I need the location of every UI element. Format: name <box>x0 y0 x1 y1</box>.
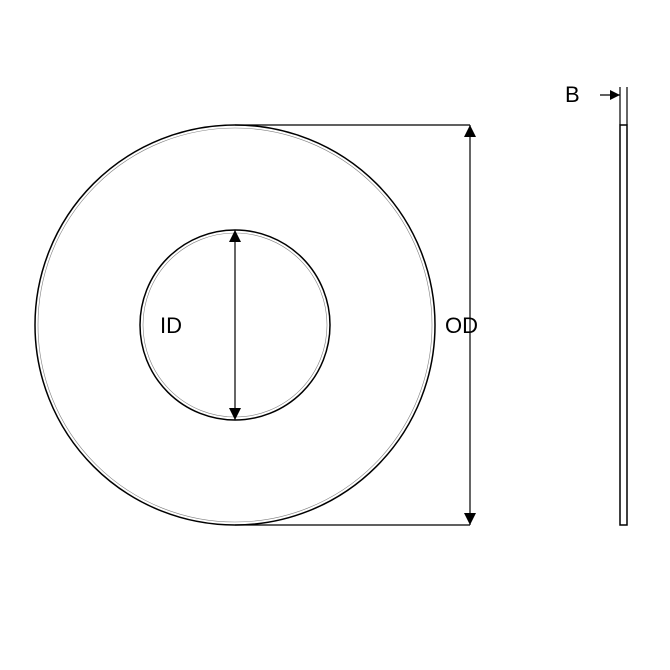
od-dimension: OD <box>235 125 478 525</box>
side-profile <box>620 125 627 525</box>
b-label: B <box>565 82 580 107</box>
id-dimension: ID <box>160 230 241 420</box>
id-label: ID <box>160 313 182 338</box>
washer-side-view <box>620 125 627 525</box>
od-label: OD <box>445 313 478 338</box>
b-dimension: B <box>565 82 627 125</box>
